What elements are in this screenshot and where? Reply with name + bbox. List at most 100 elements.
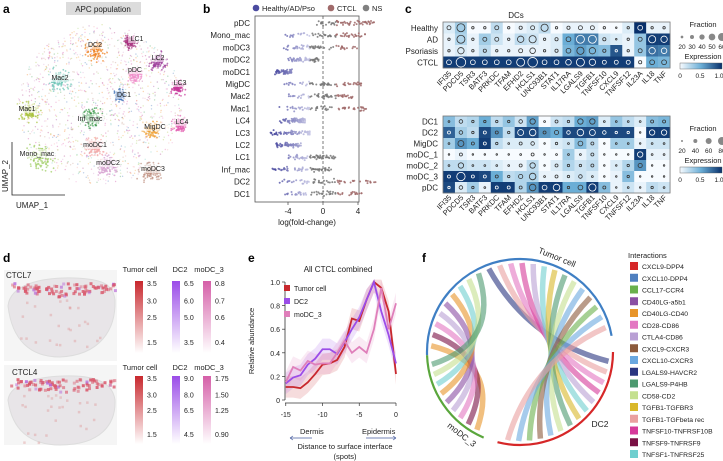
legend-label: TNFSF9-TNFRSF9	[642, 440, 701, 447]
umap-point	[57, 92, 59, 94]
umap-point	[34, 126, 37, 128]
umap-point	[91, 52, 93, 55]
umap-point	[118, 119, 120, 122]
umap-point	[101, 57, 103, 59]
umap-point	[35, 61, 37, 64]
umap-point	[77, 125, 80, 128]
beeswarm-point	[347, 82, 350, 85]
chart-title: All CTCL combined	[304, 265, 373, 274]
umap-point	[173, 86, 176, 89]
umap-point	[127, 130, 129, 132]
umap-point	[69, 145, 72, 148]
beeswarm-point	[357, 106, 359, 109]
umap-point	[166, 64, 168, 66]
legend-swatch	[630, 262, 638, 270]
umap-point	[145, 41, 147, 43]
umap-point	[42, 76, 44, 79]
umap-point	[53, 161, 56, 163]
beeswarm-point	[310, 191, 313, 194]
heatmap-cell	[502, 160, 515, 172]
spot	[47, 394, 50, 398]
umap-point	[136, 55, 139, 57]
umap-point	[102, 178, 105, 180]
umap-point	[36, 56, 38, 58]
umap-point	[168, 95, 170, 97]
spot	[58, 343, 62, 347]
umap-point	[173, 127, 176, 130]
umap-point	[177, 87, 180, 89]
umap-point	[76, 166, 79, 169]
spot	[62, 282, 66, 286]
spot	[57, 324, 60, 328]
colorbar-tick: 0.4	[215, 340, 225, 347]
beeswarm-point	[340, 45, 343, 48]
spot	[54, 289, 58, 293]
beeswarm-point	[291, 131, 294, 133]
umap-point	[41, 169, 44, 171]
umap-point	[72, 49, 75, 51]
umap-point	[150, 104, 153, 107]
beeswarm-point	[347, 96, 350, 99]
umap-point	[73, 145, 75, 147]
umap-point	[131, 43, 134, 46]
heatmap-cell	[574, 149, 587, 161]
umap-point	[127, 132, 129, 134]
umap-point	[64, 70, 67, 72]
umap-point	[96, 149, 99, 152]
umap-point	[148, 65, 151, 67]
legend-label: CTCL	[337, 4, 357, 13]
panel-c-dotplot: c DCsHealthyADPsoriasisCTCLIFI35PDCD5TSR3…	[405, 2, 723, 223]
umap-point	[151, 72, 153, 74]
umap-point	[96, 154, 99, 156]
spot	[75, 287, 79, 291]
umap-point	[75, 181, 77, 183]
umap-point	[165, 80, 167, 83]
umap-point	[77, 140, 79, 142]
beeswarm-point	[292, 57, 295, 60]
umap-point	[172, 123, 174, 125]
spot	[52, 292, 56, 296]
heatmap-cell	[478, 22, 492, 34]
umap-point	[22, 94, 24, 96]
umap-point	[149, 116, 152, 118]
umap-point	[112, 88, 114, 90]
umap-point	[97, 55, 99, 58]
spot	[49, 313, 53, 317]
heatmap-cell	[550, 149, 563, 161]
beeswarm-point	[349, 83, 352, 86]
spot	[99, 336, 102, 340]
umap-point	[162, 117, 164, 119]
umap-point	[161, 68, 163, 71]
umap-point	[95, 53, 97, 56]
umap-point	[53, 85, 55, 88]
beeswarm-point	[320, 192, 323, 195]
umap-point	[121, 123, 123, 125]
umap-point	[63, 139, 66, 141]
umap-point	[19, 100, 21, 103]
heatmap-cell	[622, 160, 635, 172]
heatmap-cell	[514, 45, 527, 57]
umap-point	[154, 63, 157, 65]
umap-point	[72, 173, 74, 176]
umap-point	[138, 84, 140, 86]
umap-point	[88, 86, 90, 88]
cluster-label: DC2	[88, 42, 102, 49]
spot	[56, 380, 60, 384]
heatmap-cell	[646, 56, 659, 69]
beeswarm-point	[293, 120, 296, 123]
heatmap-cell	[502, 127, 515, 139]
heatmap-cell	[610, 116, 623, 128]
umap-point	[120, 145, 123, 147]
beeswarm-point	[298, 57, 301, 60]
umap-point	[39, 78, 41, 80]
beeswarm-point	[306, 155, 309, 158]
umap-point	[76, 154, 78, 156]
heatmap-cell	[478, 149, 492, 161]
beeswarm-point	[300, 47, 303, 50]
umap-point	[124, 146, 126, 148]
umap-point	[101, 91, 103, 94]
umap-point	[23, 131, 25, 133]
x-axis-label: log(fold-change)	[278, 218, 336, 227]
umap-point	[102, 84, 105, 86]
beeswarm-point	[288, 81, 291, 84]
